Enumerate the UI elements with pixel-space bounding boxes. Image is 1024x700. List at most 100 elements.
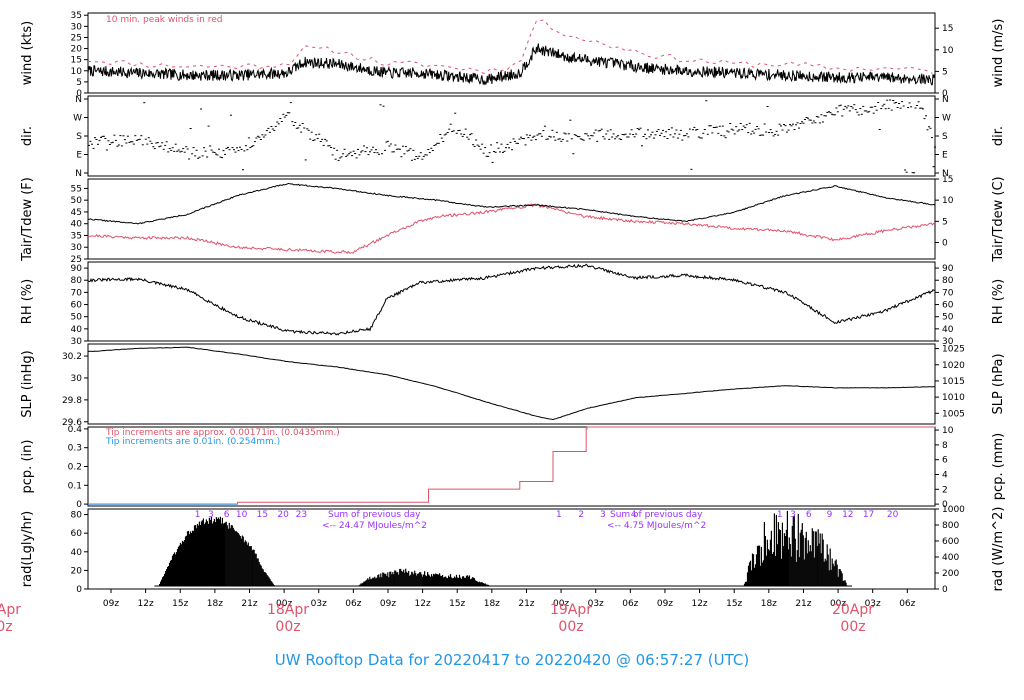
- direction-point: [443, 134, 446, 136]
- direction-point: [256, 135, 259, 137]
- direction-point: [775, 130, 778, 132]
- direction-point: [572, 153, 575, 155]
- direction-point: [242, 169, 244, 171]
- hour-mark-label: 20: [277, 510, 289, 520]
- direction-point: [496, 142, 499, 144]
- direction-point: [158, 146, 161, 148]
- y-axis-title-right-4: SLP (hPa): [991, 353, 1006, 414]
- direction-point: [451, 131, 454, 132]
- y-axis-right-0: 0 5 10 15: [935, 24, 954, 99]
- direction-point: [563, 132, 566, 134]
- direction-point: [144, 138, 147, 140]
- direction-point: [685, 133, 688, 135]
- direction-point: [869, 106, 872, 108]
- direction-point: [826, 111, 829, 113]
- direction-point: [829, 112, 832, 114]
- y-tick-label: 55: [71, 184, 82, 194]
- direction-point: [400, 156, 403, 158]
- direction-point: [236, 147, 238, 149]
- direction-point: [700, 137, 703, 139]
- y-tick-label: 40: [942, 325, 954, 335]
- direction-point: [367, 154, 370, 156]
- direction-point: [134, 135, 137, 137]
- x-tick-label: 12z: [691, 599, 707, 609]
- y-tick-label: 5: [76, 78, 82, 88]
- direction-point: [171, 147, 174, 149]
- direction-point: [910, 106, 913, 108]
- direction-point: [662, 129, 664, 131]
- direction-point: [100, 136, 102, 138]
- direction-point: [228, 149, 231, 151]
- direction-point: [95, 139, 98, 140]
- direction-point: [397, 148, 400, 150]
- direction-point: [875, 109, 878, 111]
- direction-point: [635, 133, 638, 135]
- direction-point: [720, 134, 723, 136]
- y-tick-label: 80: [942, 276, 954, 286]
- direction-point: [94, 137, 96, 139]
- direction-point: [670, 127, 673, 129]
- direction-point: [509, 141, 512, 143]
- panel-frame-0: [87, 12, 936, 94]
- direction-point: [578, 136, 581, 138]
- hour-mark-label: 1: [777, 510, 783, 520]
- day-hour: 00z: [275, 619, 300, 635]
- direction-point: [787, 129, 790, 131]
- y-tick-label: 50: [942, 313, 954, 323]
- direction-point: [618, 138, 621, 140]
- direction-point: [659, 134, 661, 136]
- direction-point: [141, 144, 144, 146]
- direction-point: [183, 151, 186, 153]
- direction-point: [108, 144, 111, 145]
- direction-point: [687, 136, 690, 138]
- direction-point: [817, 116, 820, 118]
- direction-point: [123, 139, 126, 141]
- direction-point: [388, 145, 391, 147]
- direction-point: [648, 136, 651, 138]
- direction-point: [116, 145, 119, 147]
- direction-point: [679, 129, 682, 131]
- direction-point: [192, 147, 195, 149]
- direction-point: [777, 134, 780, 136]
- y-tick-label: N: [75, 169, 82, 179]
- direction-point: [274, 125, 277, 127]
- direction-point: [653, 137, 655, 139]
- direction-point: [92, 147, 95, 149]
- y-tick-label: 10: [942, 46, 954, 56]
- direction-point: [325, 140, 328, 142]
- direction-point: [395, 148, 398, 150]
- y-tick-label: E: [76, 151, 82, 161]
- direction-point: [511, 149, 513, 151]
- direction-point: [485, 155, 488, 157]
- direction-point: [566, 140, 569, 142]
- direction-point: [920, 107, 923, 109]
- direction-point: [436, 142, 439, 144]
- direction-point: [842, 108, 845, 110]
- y-tick-label: 15: [942, 175, 953, 185]
- direction-point: [647, 129, 649, 131]
- x-tick-label: 15z: [726, 599, 742, 609]
- hour-mark-label: 17: [863, 510, 874, 520]
- rh-series-3: [87, 263, 936, 336]
- direction-point: [333, 147, 336, 149]
- direction-point: [898, 103, 901, 104]
- y-tick-label: 1020: [942, 361, 965, 371]
- direction-point: [280, 121, 283, 122]
- direction-point: [904, 169, 907, 171]
- direction-point: [138, 138, 141, 140]
- direction-point: [771, 132, 774, 134]
- direction-point: [419, 152, 422, 154]
- y-axis-title-1: dir.: [20, 126, 35, 146]
- y-tick-label: 0: [942, 239, 948, 249]
- direction-point: [460, 133, 463, 135]
- direction-point: [835, 107, 838, 109]
- direction-point: [234, 151, 237, 153]
- direction-point: [481, 143, 484, 145]
- direction-point: [231, 147, 234, 149]
- direction-point: [381, 153, 383, 155]
- direction-point: [630, 129, 633, 131]
- direction-point: [851, 107, 854, 109]
- chart-panels: wind (kts) wind (m/s)05101520253035051015…: [20, 11, 1006, 595]
- direction-point: [155, 142, 158, 144]
- direction-point: [540, 135, 543, 137]
